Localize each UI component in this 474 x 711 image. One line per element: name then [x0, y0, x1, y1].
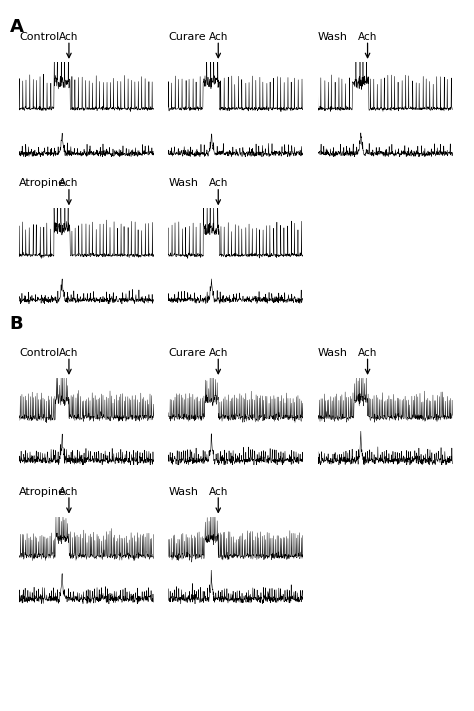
- Text: Ach: Ach: [59, 487, 79, 497]
- Text: A: A: [9, 18, 23, 36]
- Text: Wash: Wash: [168, 178, 198, 188]
- Text: Wash: Wash: [168, 487, 198, 497]
- Text: B: B: [9, 315, 23, 333]
- Text: Control: Control: [19, 32, 59, 42]
- Text: Ach: Ach: [209, 487, 228, 497]
- Text: Wash: Wash: [318, 348, 347, 358]
- Text: Ach: Ach: [209, 32, 228, 42]
- Text: Ach: Ach: [358, 348, 377, 358]
- Text: Ach: Ach: [59, 32, 79, 42]
- Text: Ach: Ach: [59, 178, 79, 188]
- Text: Ach: Ach: [209, 178, 228, 188]
- Text: Ach: Ach: [358, 32, 377, 42]
- Text: Ach: Ach: [59, 348, 79, 358]
- Text: Curare: Curare: [168, 32, 206, 42]
- Text: Curare: Curare: [168, 348, 206, 358]
- Text: Control: Control: [19, 348, 59, 358]
- Text: Wash: Wash: [318, 32, 347, 42]
- Text: Ach: Ach: [209, 348, 228, 358]
- Text: Atropine: Atropine: [19, 487, 66, 497]
- Text: Atropine: Atropine: [19, 178, 66, 188]
